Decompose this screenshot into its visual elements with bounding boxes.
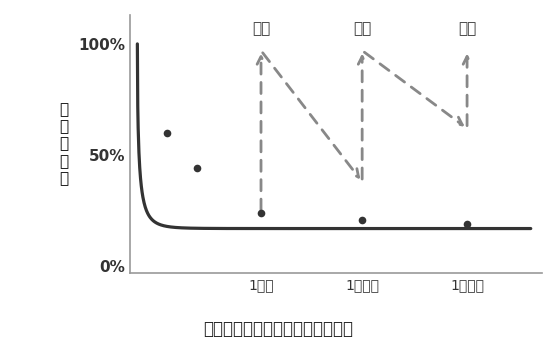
Text: 復習: 復習 xyxy=(353,21,372,36)
Y-axis label: 記
憶
保
持
率: 記 憶 保 持 率 xyxy=(60,102,69,186)
Text: 図１　エビングハウスの忘却曲線: 図１ エビングハウスの忘却曲線 xyxy=(203,320,354,338)
Text: 復習: 復習 xyxy=(458,21,476,36)
Text: 復習: 復習 xyxy=(252,21,270,36)
